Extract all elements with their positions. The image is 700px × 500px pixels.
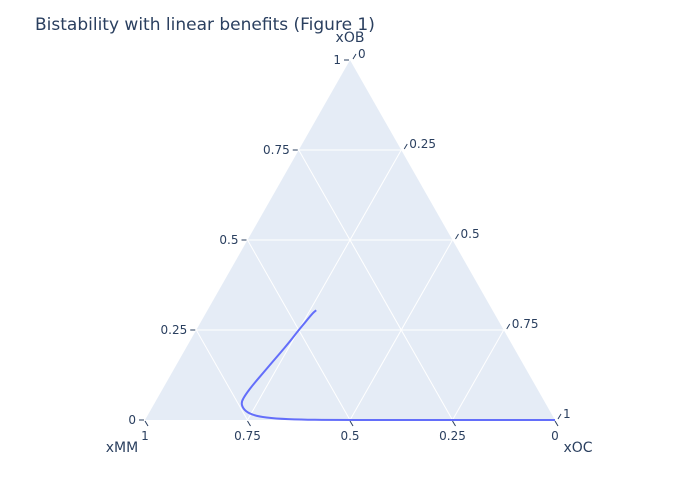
tick-mark-c xyxy=(506,323,511,330)
tick-label-a: 0.5 xyxy=(219,233,238,247)
tick-label-b: 0.5 xyxy=(340,429,359,443)
tick-label-c: 0.25 xyxy=(409,137,436,151)
tick-label-b: 0.75 xyxy=(234,429,261,443)
grid-line-c xyxy=(247,149,402,421)
grid-line-b xyxy=(195,329,248,421)
tick-mark-b xyxy=(144,420,149,427)
tick-label-b: 1 xyxy=(141,429,149,443)
tick-label-c: 0.5 xyxy=(461,227,480,241)
chart-title: Bistability with linear benefits (Figure… xyxy=(35,15,375,35)
grid-line-c xyxy=(349,239,453,421)
tick-mark-b xyxy=(554,420,559,427)
tick-label-a: 0.75 xyxy=(263,143,290,157)
tick-mark-b xyxy=(247,420,251,427)
grid-line-c xyxy=(452,329,505,421)
series-line xyxy=(240,309,555,422)
tick-label-a: 0 xyxy=(128,413,136,427)
tick-mark-c xyxy=(455,233,459,240)
tick-mark-c xyxy=(557,413,562,420)
tick-label-b: 0.25 xyxy=(439,429,466,443)
tick-mark-c xyxy=(352,53,357,60)
grid-line-b xyxy=(298,149,453,421)
tick-mark-b xyxy=(452,420,456,427)
tick-label-c: 0.75 xyxy=(512,317,539,331)
tick-label-a: 1 xyxy=(333,53,341,67)
tick-label-a: 0.25 xyxy=(161,323,188,337)
axis-title-xoc: xOC xyxy=(563,440,592,456)
tick-mark-c xyxy=(403,143,408,150)
tick-label-c: 1 xyxy=(563,407,571,421)
tick-label-c: 0 xyxy=(358,47,366,61)
tick-mark-b xyxy=(349,420,354,427)
tick-label-b: 0 xyxy=(551,429,559,443)
axis-title-xob: xOB xyxy=(336,30,365,46)
axis-title-xmm: xMM xyxy=(106,440,138,456)
series-layer xyxy=(240,309,555,422)
